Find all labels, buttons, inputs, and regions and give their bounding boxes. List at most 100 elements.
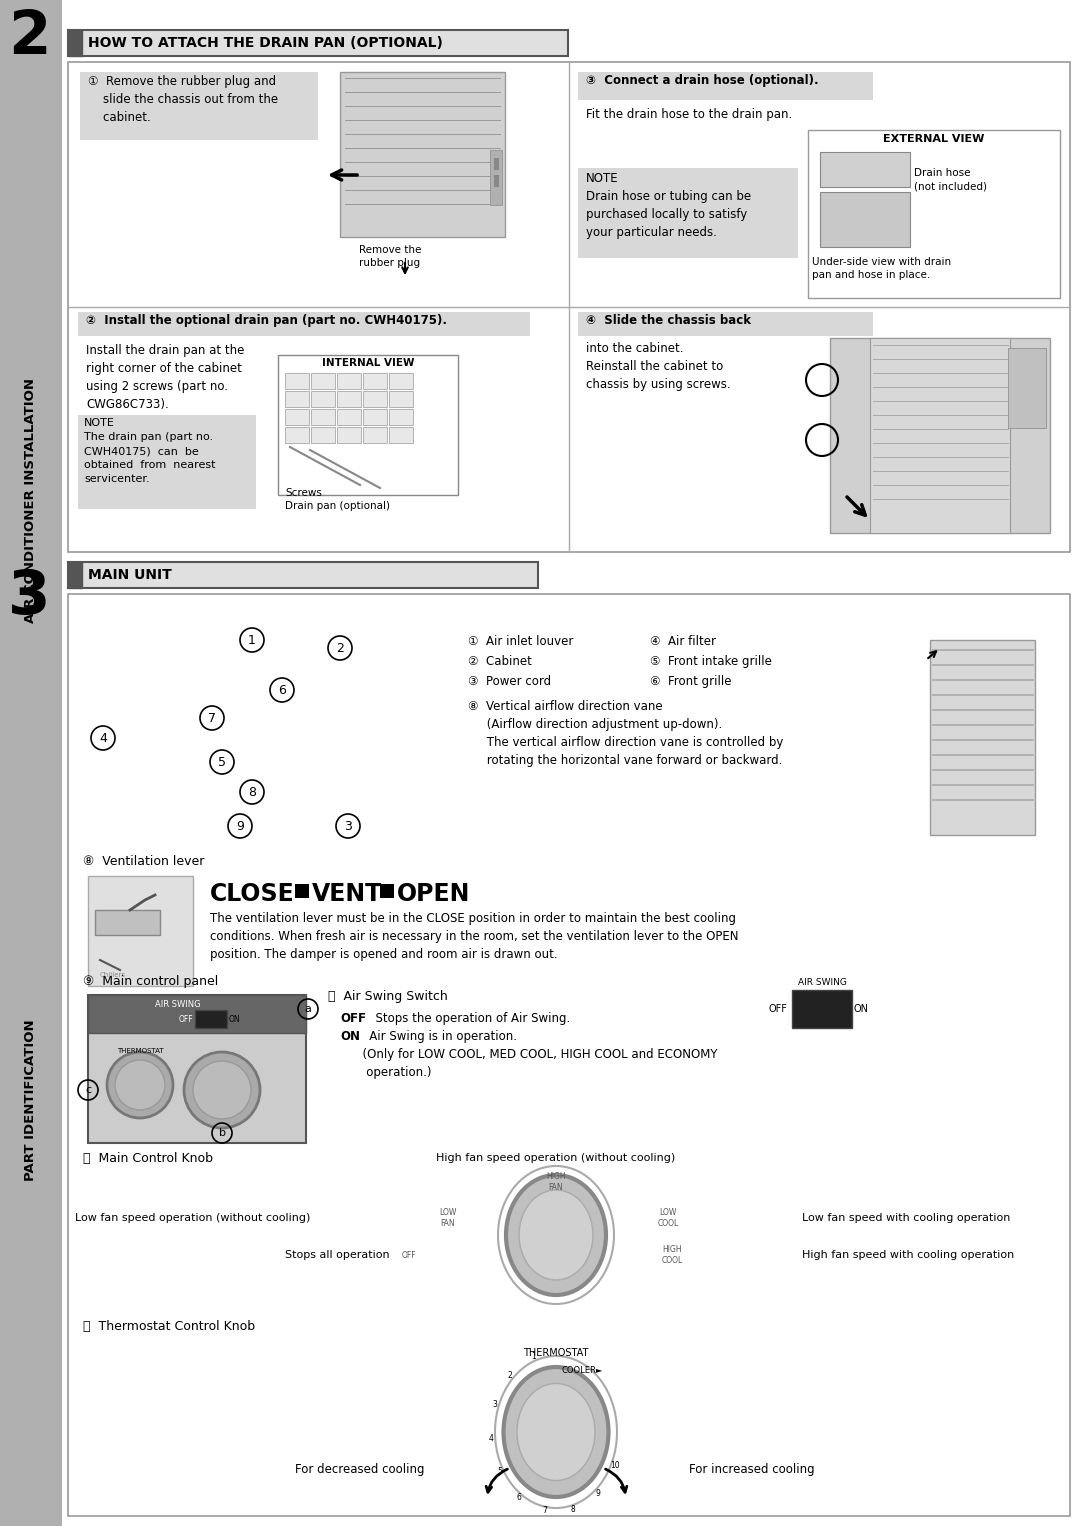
- Text: ③  Connect a drain hose (optional).: ③ Connect a drain hose (optional).: [586, 73, 819, 87]
- Text: For increased cooling: For increased cooling: [689, 1463, 814, 1477]
- Text: 4: 4: [99, 731, 107, 745]
- Bar: [68, 31, 82, 56]
- Text: ⓑ  Main Control Knob: ⓑ Main Control Knob: [83, 1152, 213, 1164]
- Bar: [68, 562, 538, 588]
- Bar: [0, 0, 62, 1526]
- Text: 10: 10: [610, 1462, 620, 1471]
- Bar: [87, 995, 306, 1143]
- Text: HOW TO ATTACH THE DRAIN PAN (OPTIONAL): HOW TO ATTACH THE DRAIN PAN (OPTIONAL): [87, 37, 443, 50]
- Bar: [363, 391, 387, 407]
- Text: ON: ON: [340, 1030, 360, 1042]
- Text: ⑥  Front grille: ⑥ Front grille: [650, 674, 731, 688]
- Text: ON: ON: [854, 1004, 869, 1013]
- Text: LOW
FAN: LOW FAN: [440, 1209, 457, 1228]
- Bar: [340, 72, 505, 237]
- Text: 2: 2: [508, 1370, 512, 1380]
- Text: 5: 5: [218, 755, 226, 769]
- Text: Air Swing is in operation.: Air Swing is in operation.: [357, 1030, 517, 1042]
- Bar: [87, 876, 193, 986]
- Text: COOLER►: COOLER►: [561, 1366, 603, 1375]
- Text: Stops the operation of Air Swing.: Stops the operation of Air Swing.: [368, 1012, 570, 1025]
- Circle shape: [107, 1051, 173, 1119]
- Text: Screws
Drain pan (optional): Screws Drain pan (optional): [285, 488, 390, 511]
- Text: 7: 7: [542, 1506, 548, 1515]
- Bar: [87, 995, 306, 1033]
- Text: The ventilation lever must be in the CLOSE position in order to maintain the bes: The ventilation lever must be in the CLO…: [210, 913, 739, 961]
- Bar: [380, 884, 394, 897]
- Circle shape: [184, 1051, 260, 1128]
- Text: ②  Cabinet: ② Cabinet: [468, 655, 531, 668]
- Text: High fan speed with cooling operation: High fan speed with cooling operation: [802, 1250, 1014, 1260]
- Text: 9: 9: [595, 1489, 600, 1499]
- Circle shape: [193, 1061, 251, 1119]
- Bar: [68, 594, 1070, 1515]
- Text: ④  Air filter: ④ Air filter: [650, 635, 716, 649]
- Bar: [578, 168, 798, 258]
- Bar: [930, 639, 1035, 835]
- Text: Low fan speed operation (without cooling): Low fan speed operation (without cooling…: [75, 1213, 310, 1222]
- Text: 5: 5: [497, 1468, 502, 1477]
- Text: ⓐ  Air Swing Switch: ⓐ Air Swing Switch: [328, 990, 448, 1003]
- Bar: [792, 990, 852, 1029]
- Text: High fan speed operation (without cooling): High fan speed operation (without coolin…: [436, 1154, 676, 1163]
- Text: OFF: OFF: [178, 1015, 193, 1024]
- Bar: [337, 427, 361, 443]
- Ellipse shape: [507, 1175, 606, 1296]
- Text: For decreased cooling: For decreased cooling: [295, 1463, 424, 1477]
- Circle shape: [114, 1061, 165, 1109]
- Text: THERMOSTAT: THERMOSTAT: [117, 1048, 163, 1054]
- Bar: [285, 372, 309, 389]
- Text: 3: 3: [492, 1401, 498, 1408]
- Text: INTERNAL VIEW: INTERNAL VIEW: [322, 359, 415, 368]
- Text: CLOSE: CLOSE: [210, 882, 295, 906]
- Bar: [295, 884, 309, 897]
- Text: ①  Air inlet louver: ① Air inlet louver: [468, 635, 573, 649]
- Bar: [311, 391, 335, 407]
- Ellipse shape: [503, 1367, 608, 1497]
- Text: AIR SWING: AIR SWING: [156, 1000, 201, 1009]
- Bar: [363, 409, 387, 426]
- Text: MAIN UNIT: MAIN UNIT: [87, 568, 172, 581]
- Text: 6: 6: [516, 1492, 522, 1502]
- Text: HIGH
FAN: HIGH FAN: [546, 1172, 566, 1192]
- Bar: [578, 311, 873, 336]
- Text: 3: 3: [345, 819, 352, 833]
- Text: HIGH
COOL: HIGH COOL: [661, 1245, 683, 1265]
- Text: Chillers: Chillers: [100, 972, 126, 978]
- Text: 8: 8: [570, 1505, 576, 1514]
- Bar: [831, 337, 1050, 533]
- Text: a: a: [305, 1004, 311, 1013]
- Bar: [578, 72, 873, 101]
- Bar: [68, 63, 1070, 552]
- Bar: [285, 427, 309, 443]
- Text: 3: 3: [8, 568, 51, 627]
- Text: ④  Slide the chassis back: ④ Slide the chassis back: [586, 314, 751, 327]
- Text: ⓒ  Thermostat Control Knob: ⓒ Thermostat Control Knob: [83, 1320, 255, 1334]
- Bar: [285, 391, 309, 407]
- Text: THERMOSTAT: THERMOSTAT: [524, 1347, 589, 1358]
- Text: 9: 9: [237, 819, 244, 833]
- Bar: [311, 427, 335, 443]
- Bar: [363, 427, 387, 443]
- Text: 6: 6: [278, 684, 286, 696]
- Text: Install the drain pan at the
right corner of the cabinet
using 2 screws (part no: Install the drain pan at the right corne…: [86, 343, 244, 410]
- Text: Low fan speed with cooling operation: Low fan speed with cooling operation: [802, 1213, 1011, 1222]
- Bar: [68, 562, 82, 588]
- Text: ⑨  Main control panel: ⑨ Main control panel: [83, 975, 218, 987]
- Text: 8: 8: [248, 786, 256, 798]
- Text: 1: 1: [248, 633, 256, 647]
- Bar: [820, 153, 910, 188]
- Bar: [820, 192, 910, 247]
- Text: AIR CONDITIONER INSTALLATION: AIR CONDITIONER INSTALLATION: [25, 377, 38, 623]
- Bar: [68, 31, 568, 56]
- Text: ⑧  Ventilation lever: ⑧ Ventilation lever: [83, 855, 204, 868]
- Ellipse shape: [517, 1384, 595, 1480]
- Text: ②  Install the optional drain pan (part no. CWH40175).: ② Install the optional drain pan (part n…: [86, 314, 447, 327]
- Text: VENT: VENT: [312, 882, 382, 906]
- Text: ⑤  Front intake grille: ⑤ Front intake grille: [650, 655, 772, 668]
- Bar: [80, 72, 318, 140]
- Text: AIR SWING: AIR SWING: [797, 978, 847, 987]
- Bar: [337, 409, 361, 426]
- Bar: [311, 372, 335, 389]
- Bar: [195, 1010, 227, 1029]
